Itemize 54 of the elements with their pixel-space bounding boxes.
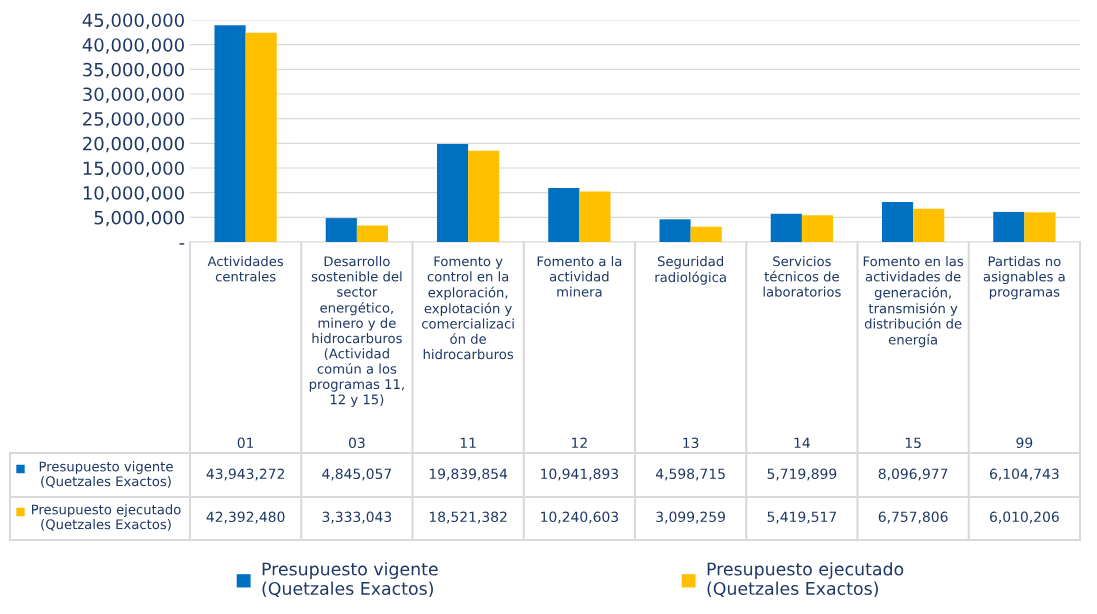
y-tick-label: 45,000,000	[82, 13, 184, 29]
bar	[801, 215, 834, 242]
data-label: 6,757,806	[878, 511, 948, 524]
bar	[913, 208, 945, 242]
bar	[993, 211, 1025, 242]
data-label: 19,839,854	[429, 468, 508, 481]
data-label: 18,521,382	[429, 511, 507, 524]
y-tick-label: 20,000,000	[83, 136, 184, 153]
category-label: Desarrollo sostenible del sector energético, minero y de hidrocarburos (Actividad común a los programas 11, 12 y 15) 03	[309, 256, 404, 449]
data-label: 42,392,480	[206, 511, 285, 524]
y-tick-label: 25,000,000	[83, 112, 184, 128]
bar	[770, 213, 802, 242]
y-tick-label: 35,000,000	[83, 62, 184, 79]
bar	[579, 191, 611, 242]
category-label: Partidas no asignables a programas 99	[983, 256, 1065, 449]
bar	[436, 144, 469, 242]
bar	[548, 188, 580, 242]
category-label: Fomento y control en la exploración, explotación y comercializaci ón de hidrocarburos 11	[422, 256, 514, 448]
data-label: 4,845,057	[322, 468, 392, 481]
data-label: 6,010,206	[990, 511, 1059, 524]
category-label: Fomento en las actividades de generación, transmisión y distribución de energía 15	[863, 256, 964, 449]
category-label: Actividades centrales 01	[207, 256, 284, 449]
data-label: 10,941,893	[541, 468, 619, 481]
bar	[690, 226, 722, 242]
y-tick-label: 15,000,000	[83, 161, 184, 177]
category-label: Servicios técnicos de laboratorios 14	[763, 256, 841, 448]
data-label: 3,099,259	[656, 511, 725, 524]
data-label: 4,598,715	[655, 468, 725, 481]
data-label: 10,240,603	[541, 511, 619, 524]
data-label: 43,943,272	[206, 468, 284, 481]
bar	[659, 219, 691, 242]
bar	[325, 218, 357, 242]
legend-label: Presupuesto ejecutado (Quetzales Exactos)	[31, 504, 181, 531]
y-tick-label: 10,000,000	[83, 186, 184, 202]
bar	[1024, 212, 1056, 242]
data-label: 8,096,977	[878, 468, 948, 481]
y-tick-label: -	[179, 243, 185, 245]
data-label: 3,333,043	[322, 511, 392, 524]
y-tick-label: 40,000,000	[82, 38, 184, 54]
data-label: 5,719,899	[767, 468, 837, 481]
bar	[468, 150, 500, 242]
data-label: 5,419,517	[767, 511, 837, 524]
bar	[214, 25, 246, 242]
bar	[356, 225, 389, 242]
y-tick-label: 30,000,000	[83, 87, 184, 103]
text: Presupuesto ejecutado (Quetzales Exactos)	[707, 562, 904, 598]
bar	[881, 202, 914, 242]
bar	[245, 32, 277, 242]
legend-label: Presupuesto vigente (Quetzales Exactos)	[39, 461, 173, 488]
data-label: 6,104,743	[990, 468, 1059, 481]
text: Presupuesto vigente (Quetzales Exactos)	[262, 562, 438, 598]
category-label: Fomento a la actividad minera 12	[537, 256, 622, 448]
category-label: Seguridad radiológica 13	[655, 256, 726, 449]
y-tick-label: 5,000,000	[94, 210, 184, 227]
